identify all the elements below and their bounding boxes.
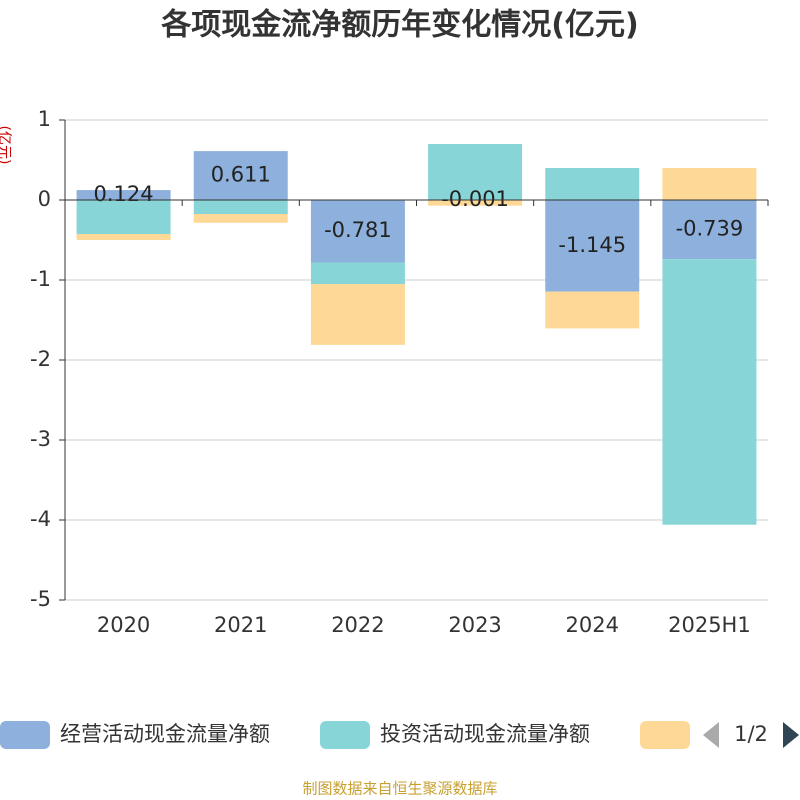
bar-segment [193,214,288,223]
bar-segment [545,200,640,292]
y-tick-label: -2 [30,347,51,371]
x-tick-label: 2021 [214,613,267,637]
y-tick-label: -5 [30,587,51,611]
y-axis-label: (亿元) [0,126,12,165]
data-label: -0.001 [441,187,509,211]
y-tick-label: 0 [38,187,51,211]
bar-segment [310,262,405,285]
data-label: -0.781 [324,218,392,242]
bar-segment [310,200,405,263]
data-label: -1.145 [558,233,626,257]
legend-next[interactable] [783,722,799,748]
legend-prev[interactable] [703,722,719,748]
y-tick-label: 1 [38,107,51,131]
legend-swatch [0,721,50,749]
legend-swatch [320,721,370,749]
bar-segment [193,200,288,214]
bar-segment [310,284,405,345]
bar-segment [76,200,171,234]
data-label: 0.124 [94,182,154,206]
bar-segment [662,200,757,260]
legend-pager: 1/2 [734,722,768,746]
bar-segment [76,190,171,200]
chart-title: 各项现金流净额历年变化情况(亿元) [160,8,638,43]
data-label: -0.739 [676,217,744,241]
x-tick-label: 2020 [97,613,150,637]
legend-swatch [640,721,690,749]
x-tick-label: 2024 [566,613,619,637]
y-tick-label: -1 [30,267,51,291]
bar-segment [545,291,640,329]
bar-segment [428,200,523,206]
bar-segment [193,151,288,200]
bar-segment [662,168,757,200]
y-tick-label: -4 [30,507,51,531]
x-tick-label: 2023 [448,613,501,637]
bar-segment [76,234,171,240]
legend-label: 经营活动现金流量净额 [60,722,270,746]
legend-label: 投资活动现金流量净额 [380,722,590,746]
bar-segment [545,168,640,200]
source-note: 制图数据来自恒生聚源数据库 [302,780,497,798]
y-tick-label: -3 [30,427,51,451]
x-tick-label: 2022 [331,613,384,637]
bar-segment [428,144,523,200]
data-label: 0.611 [211,163,271,187]
x-tick-label: 2025H1 [668,613,751,637]
bar-segment [662,259,757,525]
